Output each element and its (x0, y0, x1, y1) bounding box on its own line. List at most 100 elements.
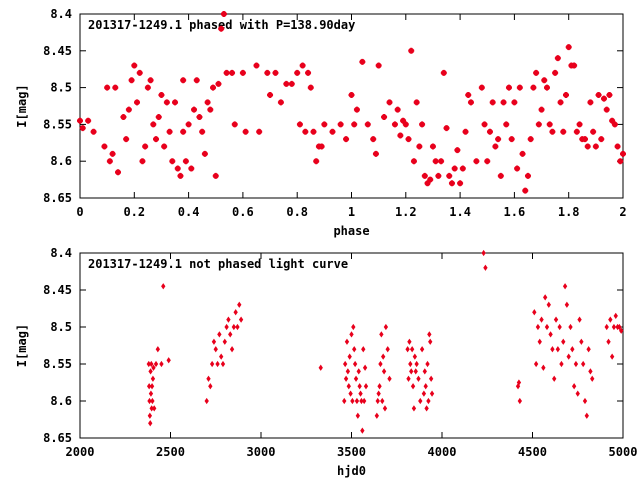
unphased-data-point (426, 397, 431, 405)
unphased-data-point (608, 316, 613, 323)
phased-data-point (538, 106, 545, 113)
unphased-data-point (418, 397, 423, 405)
phased-data-point (473, 158, 480, 165)
unphased-data-point (406, 375, 411, 382)
phased-data-point (576, 121, 583, 128)
phased-y-tick-label: 8.4 (50, 7, 72, 21)
phased-data-point (220, 11, 227, 17)
phased-data-point (467, 99, 474, 106)
phased-data-point (524, 172, 531, 179)
phased-data-point (134, 99, 141, 106)
unphased-data-point (343, 375, 349, 382)
unphased-chart-title: 201317-1249.1 not phased light curve (88, 257, 348, 271)
unphased-data-point (231, 323, 237, 331)
phased-data-point (386, 99, 393, 106)
unphased-data-point (611, 323, 617, 331)
phased-data-point (239, 69, 246, 76)
phased-data-point (620, 150, 626, 157)
unphased-data-point (405, 346, 410, 353)
phased-data-point (609, 117, 616, 124)
unphased-data-point (543, 294, 548, 301)
unphased-data-point (146, 383, 152, 390)
phased-data-point (375, 62, 382, 69)
phased-data-point (155, 114, 162, 121)
phased-x-tick-label: 1.2 (395, 205, 417, 219)
unphased-data-point (166, 357, 171, 364)
unphased-data-point (575, 390, 580, 397)
phased-data-point (440, 69, 447, 76)
phased-data-point (131, 62, 138, 69)
phased-data-point (522, 187, 529, 194)
phased-data-point (598, 136, 605, 143)
phased-data-point (180, 77, 187, 84)
unphased-data-point (516, 379, 522, 386)
phased-data-point (207, 106, 214, 113)
unphased-data-point (357, 383, 362, 390)
phased-data-point (606, 91, 613, 98)
phased-data-point (77, 117, 83, 124)
phased-y-tick-label: 8.5 (50, 81, 72, 95)
unphased-data-point (377, 383, 382, 390)
unphased-data-point (383, 323, 389, 331)
phased-data-point (484, 158, 491, 165)
unphased-data-point (571, 383, 577, 390)
phased-data-point (90, 128, 97, 135)
unphased-data-point (381, 353, 386, 360)
phased-data-point (410, 158, 417, 165)
unphased-data-point (355, 412, 360, 419)
unphased-data-point (363, 383, 369, 390)
unphased-data-point (573, 360, 579, 368)
phased-data-point (101, 143, 108, 150)
unphased-data-point (517, 397, 522, 405)
phased-data-point (321, 121, 328, 128)
phased-data-point (128, 77, 135, 84)
phased-data-point (489, 99, 496, 106)
unphased-data-point (428, 375, 434, 382)
unphased-data-point (155, 346, 160, 353)
unphased-data-point (382, 405, 388, 412)
phased-data-point (381, 114, 388, 121)
phased-x-tick-label: 1.4 (449, 205, 471, 219)
unphased-y-axis-label: I[mag] (15, 324, 29, 367)
unphased-data-point (150, 375, 156, 382)
unphased-data-point (414, 360, 419, 368)
phased-data-point (201, 150, 208, 157)
phased-data-point (193, 77, 200, 84)
unphased-data-point (532, 309, 537, 316)
unphased-data-point (588, 368, 593, 375)
unphased-data-point (555, 346, 561, 353)
unphased-data-point (352, 346, 357, 353)
unphased-data-point (228, 331, 233, 338)
unphased-data-point (147, 412, 153, 419)
phased-data-point (359, 58, 366, 65)
phased-data-point (560, 128, 567, 135)
unphased-data-point (229, 346, 235, 353)
phased-data-point (370, 136, 377, 143)
unphased-data-point (550, 346, 555, 353)
phased-data-point (535, 121, 542, 128)
phased-data-point (443, 125, 450, 132)
phased-data-point (174, 165, 181, 172)
unphased-data-point (581, 360, 586, 368)
phased-data-point (283, 80, 290, 87)
phased-data-point (313, 158, 320, 165)
phased-data-point (614, 143, 621, 150)
phased-data-point (421, 172, 428, 179)
unphased-data-point (619, 327, 624, 334)
phased-data-point (185, 121, 192, 128)
phased-data-point (364, 121, 371, 128)
unphased-x-tick-label: 4500 (518, 445, 547, 459)
phased-x-tick-label: 0.4 (178, 205, 200, 219)
unphased-data-point (224, 323, 229, 331)
phased-data-point (139, 158, 146, 165)
phased-data-point (106, 158, 113, 165)
unphased-data-point (148, 368, 153, 375)
unphased-data-point (409, 368, 414, 375)
unphased-data-point (552, 375, 557, 382)
unphased-data-point (604, 323, 609, 331)
phased-x-tick-label: 0 (76, 205, 83, 219)
unphased-data-point (427, 331, 432, 338)
unphased-data-point (217, 331, 222, 338)
phased-data-point (299, 62, 306, 69)
phased-plot-frame (79, 13, 624, 199)
